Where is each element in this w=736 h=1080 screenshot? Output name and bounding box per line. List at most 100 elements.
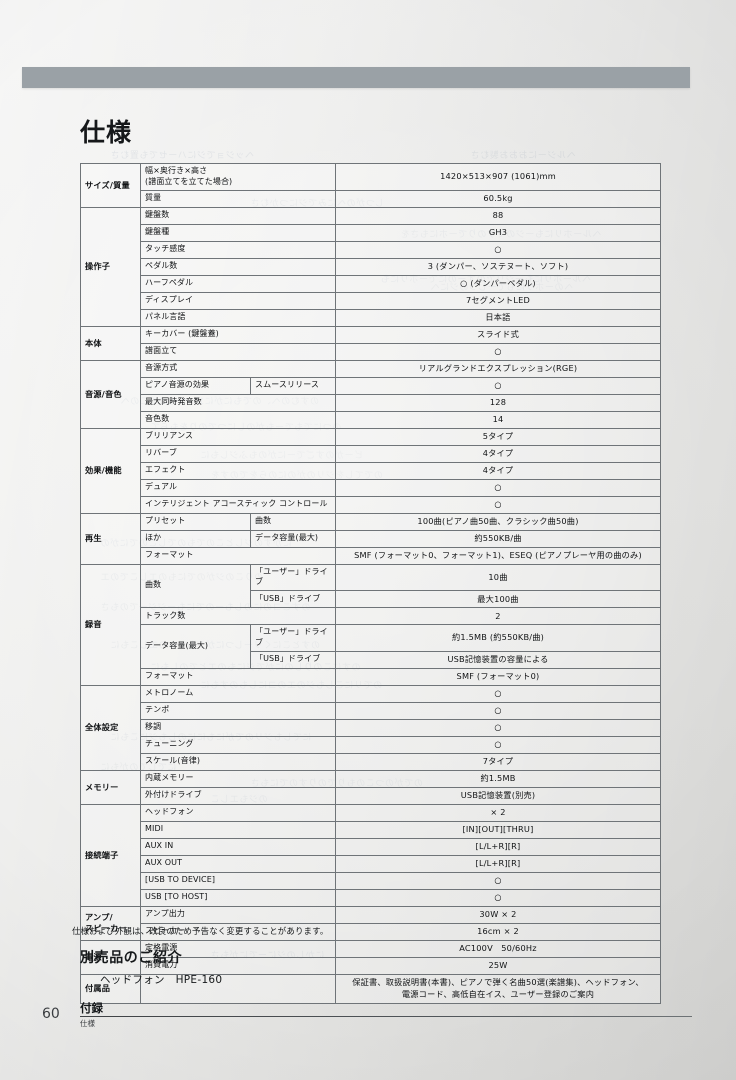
- row-sublabel: 「USB」ドライブ: [250, 650, 336, 669]
- row-value: ○: [335, 701, 661, 720]
- row-label: キーカバー (鍵盤蓋): [140, 325, 336, 344]
- table-row: 操作子 鍵盤数 88: [80, 206, 661, 327]
- table-row: 全体設定 メトロノーム ○: [80, 684, 661, 771]
- row-label: メトロノーム: [140, 684, 336, 703]
- row-value: [IN][OUT][THRU]: [335, 820, 661, 839]
- row-value: × 2: [335, 803, 661, 822]
- row-label: 鍵盤種: [140, 223, 336, 242]
- row-value: 約1.5MB: [335, 769, 661, 788]
- table-row: スピーカー 16cm × 2: [81, 922, 661, 941]
- table-row: 消費電力 25W: [81, 956, 661, 975]
- table-row: タッチ感度 ○: [81, 240, 661, 259]
- table-row: 鍵盤種 GH3: [81, 223, 661, 242]
- section-label: 再生: [80, 512, 141, 565]
- row-value: ○: [335, 495, 661, 514]
- row-value: 約550KB/曲: [335, 529, 661, 548]
- table-row: 電源 定格電源 AC100V 50/60Hz: [80, 939, 661, 975]
- page-footer: 60 付録 仕様: [42, 998, 692, 1040]
- row-value: USB記憶装置(別売): [335, 786, 661, 805]
- section-label: サイズ/質量: [80, 163, 141, 208]
- row-label: 消費電力: [140, 956, 336, 975]
- row-label: プリセット: [140, 512, 251, 531]
- section-label: 録音: [80, 563, 141, 686]
- table-row: メモリー 内蔵メモリー 約1.5MB: [80, 769, 661, 805]
- row-value: 4タイプ: [335, 444, 661, 463]
- section-label: 本体: [80, 325, 141, 361]
- table-row: 最大同時発音数 128: [81, 393, 661, 412]
- row-value: 16cm × 2: [335, 922, 661, 941]
- table-row: トラック数 2: [81, 607, 661, 626]
- row-value: SMF (フォーマット0、フォーマット1)、ESEQ (ピアノプレーヤ用の曲のみ…: [335, 546, 661, 565]
- row-label: AUX IN: [140, 837, 336, 856]
- row-value: ○: [335, 342, 661, 361]
- table-row: インテリジェント アコースティック コントロール ○: [81, 495, 661, 514]
- row-label: パネル言語: [140, 308, 336, 327]
- row-label: [140, 973, 336, 1004]
- table-row: ピアノ音源の効果 スムースリリース ○: [81, 376, 661, 395]
- row-value: SMF (フォーマット0): [335, 667, 661, 686]
- row-sublabel: 「ユーザー」ドライブ: [250, 563, 336, 592]
- row-label: ハーフペダル: [140, 274, 336, 293]
- specifications-table-wrapper: サイズ/質量 幅×奥行き×高さ (譜面立てを立てた場合) 1420×513×907 (…: [80, 163, 661, 1004]
- table-row: アンプ/スピーカー アンプ出力 30W × 2: [80, 905, 661, 941]
- row-label: アンプ出力: [140, 905, 336, 924]
- row-label: ディスプレイ: [140, 291, 336, 310]
- table-row: 外付けドライブ USB記憶装置(別売): [81, 786, 661, 805]
- row-label: テンポ: [140, 701, 336, 720]
- row-label: 鍵盤数: [140, 206, 336, 225]
- row-value: ○ (ダンパーペダル): [335, 274, 661, 293]
- row-label: リバーブ: [140, 444, 336, 463]
- row-value: 88: [335, 206, 661, 225]
- row-value: 日本語: [335, 308, 661, 327]
- footer-chapter-title: 付録: [80, 1001, 103, 1015]
- row-label: エフェクト: [140, 461, 336, 480]
- row-value: ○: [335, 376, 661, 395]
- row-label: ピアノ音源の効果: [140, 376, 251, 395]
- table-row: 再生 プリセット 曲数 100曲(ピアノ曲50曲、クラシック曲50曲): [80, 512, 661, 565]
- table-row: リバーブ 4タイプ: [81, 444, 661, 463]
- row-label: フォーマット: [140, 667, 336, 686]
- table-row: 効果/機能 ブリリアンス 5タイプ: [80, 427, 661, 514]
- row-label: AUX OUT: [140, 854, 336, 873]
- row-sublabel: データ容量(最大): [250, 529, 336, 548]
- table-row: 付属品 保証書、取扱説明書(本書)、ピアノで弾く名曲50選(楽譜集)、ヘッドフォン…: [80, 973, 661, 1004]
- specifications-table: サイズ/質量 幅×奥行き×高さ (譜面立てを立てた場合) 1420×513×907 (…: [80, 163, 661, 1004]
- row-value: ○: [335, 888, 661, 907]
- row-value: 10曲: [335, 563, 661, 592]
- table-row: データ容量(最大) 「ユーザー」ドライブ 約1.5MB (約550KB/曲): [81, 624, 661, 669]
- row-label: 譜面立て: [140, 342, 336, 361]
- footer-divider: [80, 1016, 692, 1017]
- table-row: ペダル数 3 (ダンパー、ソステヌート、ソフト): [81, 257, 661, 276]
- row-value: 60.5kg: [335, 189, 661, 208]
- table-row: 録音 曲数 「ユーザー」ドライブ 10曲: [80, 563, 661, 686]
- table-row: 「USB」ドライブ USB記憶装置の容量による: [81, 650, 661, 669]
- section-label: 効果/機能: [80, 427, 141, 514]
- row-sublabel: スムースリリース: [250, 376, 336, 395]
- row-value: [L/L+R][R]: [335, 854, 661, 873]
- row-sublabel: 「ユーザー」ドライブ: [250, 624, 336, 652]
- row-value: 30W × 2: [335, 905, 661, 924]
- row-label: データ容量(最大): [140, 624, 251, 669]
- table-row: ほか データ容量(最大) 約550KB/曲: [81, 529, 661, 548]
- table-row: デュアル ○: [81, 478, 661, 497]
- row-value: 7タイプ: [335, 752, 661, 771]
- row-sublabel: 「USB」ドライブ: [250, 590, 336, 609]
- row-value: 保証書、取扱説明書(本書)、ピアノで弾く名曲50選(楽譜集)、ヘッドフォン、 電源…: [335, 973, 661, 1004]
- table-row: チューニング ○: [81, 735, 661, 754]
- row-label: ほか: [140, 529, 251, 548]
- row-value: 14: [335, 410, 661, 429]
- table-row: フォーマット SMF (フォーマット0): [81, 667, 661, 686]
- disclaimer-note: 仕様および外観は、改良のため予告なく変更することがあります。: [72, 926, 329, 936]
- table-row: サイズ/質量 幅×奥行き×高さ (譜面立てを立てた場合) 1420×513×907 (…: [80, 163, 661, 208]
- table-row: ディスプレイ 7セグメントLED: [81, 291, 661, 310]
- optional-accessories-item: ヘッドフォン HPE-160: [100, 974, 223, 986]
- table-row: 音源/音色 音源方式 リアルグランドエクスプレッション(RGE): [80, 359, 661, 429]
- row-label: タッチ感度: [140, 240, 336, 259]
- row-label: MIDI: [140, 820, 336, 839]
- row-value: ○: [335, 240, 661, 259]
- row-value: 25W: [335, 956, 661, 975]
- header-accent-bar: [22, 67, 690, 88]
- table-row: 音色数 14: [81, 410, 661, 429]
- section-label: 全体設定: [80, 684, 141, 771]
- row-value: 1420×513×907 (1061)mm: [335, 163, 661, 191]
